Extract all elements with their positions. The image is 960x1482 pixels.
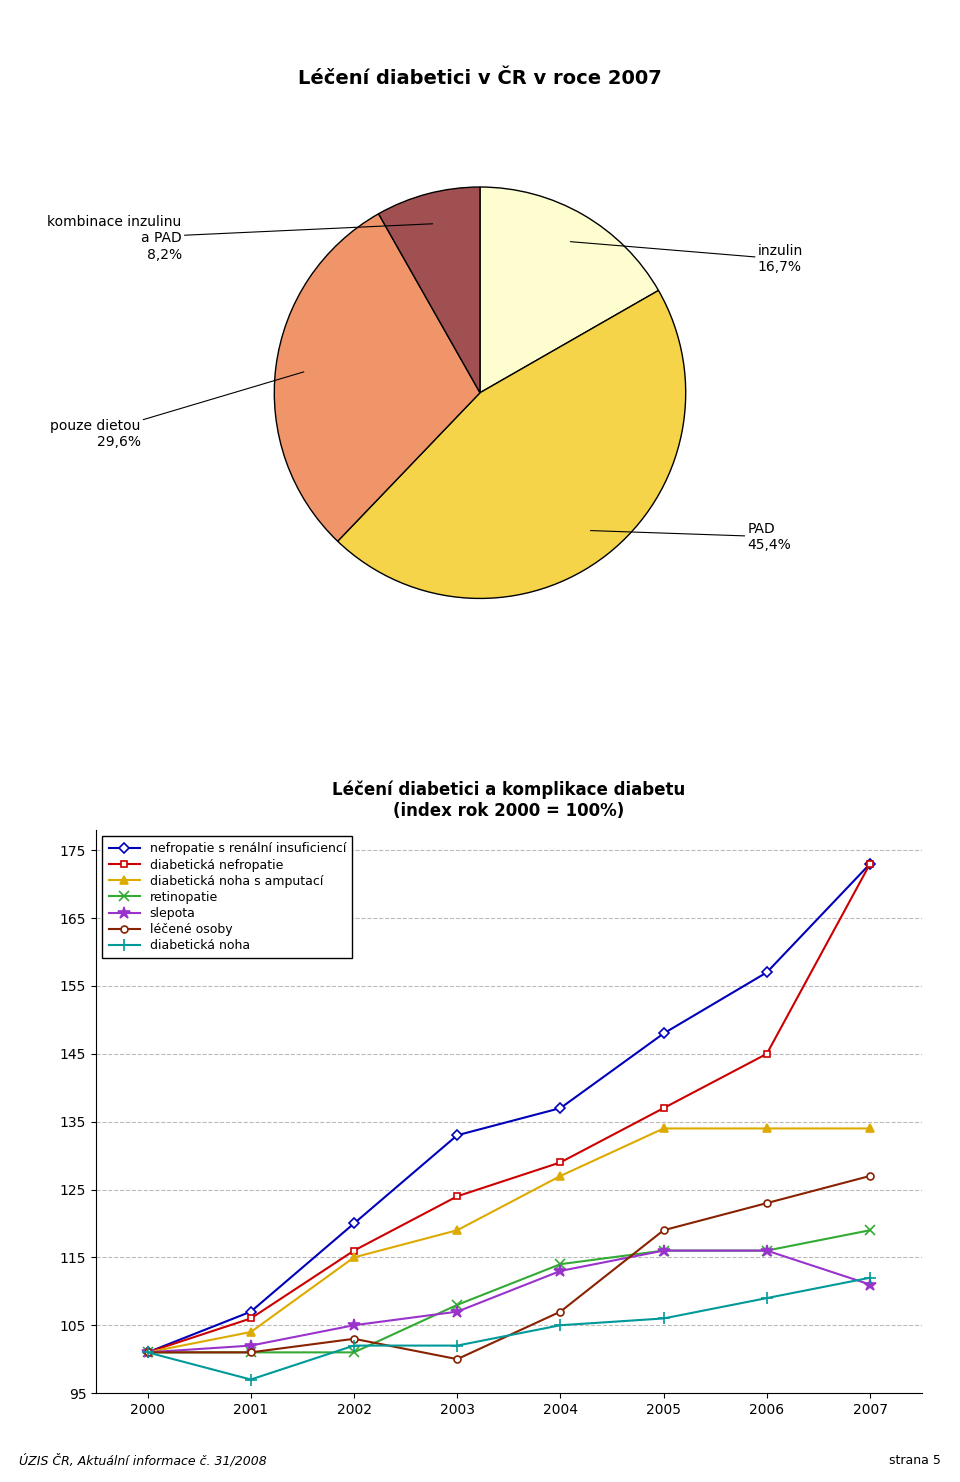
diabetická noha bbox=[864, 1269, 876, 1286]
diabetická nefropatie bbox=[142, 1344, 154, 1362]
diabetická noha bbox=[658, 1310, 669, 1328]
diabetická noha s amputací bbox=[658, 1119, 669, 1137]
Text: strana 5: strana 5 bbox=[889, 1454, 941, 1467]
nefropatie s renální insuficiencí bbox=[864, 855, 876, 873]
diabetická noha bbox=[245, 1371, 256, 1389]
diabetická noha s amputací bbox=[142, 1344, 154, 1362]
léčené osoby bbox=[451, 1350, 463, 1368]
slepota bbox=[142, 1344, 154, 1362]
nefropatie s renální insuficiencí bbox=[451, 1126, 463, 1144]
Legend: nefropatie s renální insuficiencí, diabetická nefropatie, diabetická noha s ampu: nefropatie s renální insuficiencí, diabe… bbox=[103, 836, 352, 959]
léčené osoby bbox=[348, 1329, 360, 1347]
léčené osoby bbox=[555, 1303, 566, 1320]
léčené osoby bbox=[761, 1194, 773, 1212]
Line: diabetická noha s amputací: diabetická noha s amputací bbox=[143, 1125, 875, 1356]
Line: diabetická nefropatie: diabetická nefropatie bbox=[144, 861, 874, 1356]
Text: ÚZIS ČR, Aktuální informace č. 31/2008: ÚZIS ČR, Aktuální informace č. 31/2008 bbox=[19, 1454, 267, 1467]
slepota bbox=[658, 1242, 669, 1260]
slepota bbox=[761, 1242, 773, 1260]
diabetická nefropatie bbox=[348, 1242, 360, 1260]
diabetická noha s amputací bbox=[348, 1248, 360, 1266]
retinopatie bbox=[864, 1221, 876, 1239]
Text: inzulin
16,7%: inzulin 16,7% bbox=[570, 242, 803, 274]
diabetická noha bbox=[555, 1316, 566, 1334]
retinopatie bbox=[451, 1295, 463, 1313]
nefropatie s renální insuficiencí bbox=[761, 963, 773, 981]
nefropatie s renální insuficiencí bbox=[555, 1100, 566, 1117]
diabetická nefropatie bbox=[864, 855, 876, 873]
retinopatie bbox=[555, 1255, 566, 1273]
diabetická nefropatie bbox=[245, 1310, 256, 1328]
slepota bbox=[555, 1263, 566, 1280]
Line: retinopatie: retinopatie bbox=[143, 1226, 875, 1358]
diabetická nefropatie bbox=[658, 1100, 669, 1117]
diabetická noha s amputací bbox=[864, 1119, 876, 1137]
diabetická noha bbox=[761, 1289, 773, 1307]
diabetická noha bbox=[451, 1337, 463, 1355]
Text: pouze dietou
29,6%: pouze dietou 29,6% bbox=[50, 372, 303, 449]
nefropatie s renální insuficiencí bbox=[142, 1344, 154, 1362]
slepota bbox=[864, 1276, 876, 1294]
Title: Léčení diabetici v ČR v roce 2007: Léčení diabetici v ČR v roce 2007 bbox=[299, 68, 661, 87]
slepota bbox=[348, 1316, 360, 1334]
diabetická noha s amputací bbox=[555, 1166, 566, 1184]
diabetická noha bbox=[142, 1344, 154, 1362]
Line: slepota: slepota bbox=[141, 1245, 876, 1359]
Text: PAD
45,4%: PAD 45,4% bbox=[590, 522, 791, 551]
nefropatie s renální insuficiencí bbox=[658, 1024, 669, 1042]
diabetická nefropatie bbox=[451, 1187, 463, 1205]
diabetická nefropatie bbox=[761, 1045, 773, 1063]
slepota bbox=[245, 1337, 256, 1355]
nefropatie s renální insuficiencí bbox=[348, 1215, 360, 1233]
Wedge shape bbox=[378, 187, 480, 393]
Line: diabetická noha: diabetická noha bbox=[141, 1272, 876, 1386]
léčené osoby bbox=[142, 1344, 154, 1362]
slepota bbox=[451, 1303, 463, 1320]
diabetická noha s amputací bbox=[451, 1221, 463, 1239]
retinopatie bbox=[761, 1242, 773, 1260]
Line: léčené osoby: léčené osoby bbox=[144, 1172, 874, 1362]
Text: kombinace inzulinu
a PAD
8,2%: kombinace inzulinu a PAD 8,2% bbox=[47, 215, 433, 262]
retinopatie bbox=[245, 1344, 256, 1362]
retinopatie bbox=[658, 1242, 669, 1260]
retinopatie bbox=[142, 1344, 154, 1362]
diabetická noha s amputací bbox=[245, 1323, 256, 1341]
retinopatie bbox=[348, 1344, 360, 1362]
léčené osoby bbox=[245, 1344, 256, 1362]
diabetická nefropatie bbox=[555, 1153, 566, 1171]
Wedge shape bbox=[480, 187, 659, 393]
léčené osoby bbox=[658, 1221, 669, 1239]
Wedge shape bbox=[275, 213, 480, 541]
Title: Léčení diabetici a komplikace diabetu
(index rok 2000 = 100%): Léčení diabetici a komplikace diabetu (i… bbox=[332, 781, 685, 820]
Wedge shape bbox=[338, 290, 685, 599]
léčené osoby bbox=[864, 1166, 876, 1184]
nefropatie s renální insuficiencí bbox=[245, 1303, 256, 1320]
Line: nefropatie s renální insuficiencí: nefropatie s renální insuficiencí bbox=[144, 861, 874, 1356]
diabetická noha bbox=[348, 1337, 360, 1355]
diabetická noha s amputací bbox=[761, 1119, 773, 1137]
